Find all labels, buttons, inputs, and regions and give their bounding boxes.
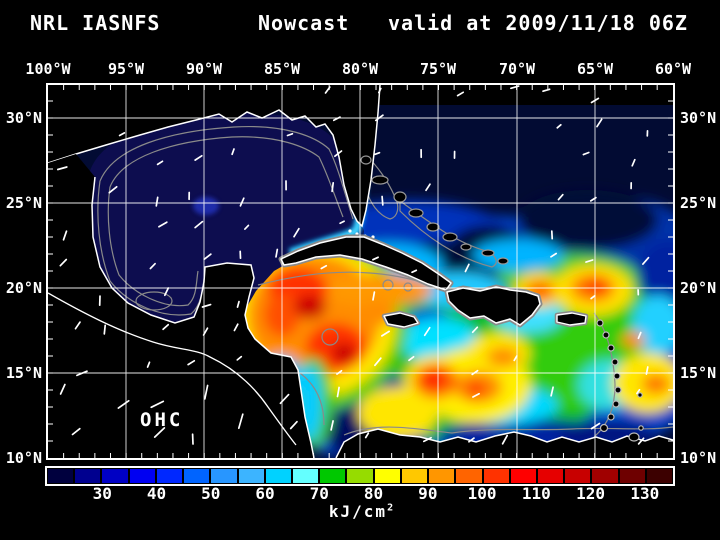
colorbar-tick-90: 90	[418, 484, 438, 503]
colorbar-cell-17	[510, 469, 536, 483]
title-product: Nowcast	[258, 11, 350, 35]
lon-label-75: 75°W	[419, 60, 457, 78]
lon-label-60: 60°W	[654, 60, 692, 78]
colorbar-cell-9	[292, 469, 319, 483]
colorbar-cell-19	[565, 469, 591, 483]
colorbar-tick-110: 110	[521, 484, 551, 503]
lon-label-95: 95°W	[107, 60, 145, 78]
cuba-island	[278, 234, 454, 293]
puerto-rico-island	[554, 310, 589, 328]
colorbar-unit-label: kJ/cm2	[328, 502, 396, 521]
colorbar-tick-80: 80	[363, 484, 384, 503]
colorbar-cell-4	[156, 469, 183, 483]
colorbar-cell-12	[374, 469, 400, 483]
ohc-color-field	[208, 190, 673, 458]
colorbar-tick-50: 50	[201, 484, 221, 503]
south-america-coastline	[335, 428, 673, 458]
colorbar-tick-40: 40	[146, 484, 167, 503]
shelf-contours	[97, 125, 673, 438]
gulf-of-mexico-water	[90, 112, 364, 331]
title-model: NRL IASNFS	[30, 11, 161, 35]
lon-label-65: 65°W	[576, 60, 614, 78]
ohc-field-label: OHC	[140, 409, 183, 431]
jamaica-island	[381, 310, 421, 330]
colorbar-cell-16	[483, 469, 509, 483]
lon-label-100: 100°W	[25, 60, 71, 78]
colorbar-cell-20	[592, 469, 618, 483]
lat-right-10: 10°N	[680, 449, 717, 467]
colorbar-tick-60: 60	[255, 484, 275, 503]
colorbar-tick-70: 70	[309, 484, 329, 503]
united-states-land	[48, 85, 380, 226]
title-valid: valid at 2009/11/18 06Z	[388, 11, 688, 35]
grid-lines	[48, 85, 673, 458]
mexico-caribbean-coastline	[91, 176, 315, 458]
colorbar-cell-15	[456, 469, 482, 483]
colorbar-cell-21	[619, 469, 645, 483]
lat-left-15: 15°N	[5, 364, 42, 382]
lat-right-20: 20°N	[680, 279, 717, 297]
colorbar-cell-6	[211, 469, 237, 483]
pacific-coastline	[48, 292, 297, 446]
south-america-land	[336, 429, 673, 458]
colorbar	[45, 466, 675, 486]
colorbar-tick-100: 100	[467, 484, 497, 503]
lat-left-25: 25°N	[5, 194, 42, 212]
colorbar-tick-130: 130	[630, 484, 660, 503]
colorbar-cell-22	[646, 469, 673, 483]
us-coastline	[48, 85, 381, 228]
lat-right-30: 30°N	[680, 109, 717, 127]
colorbar-cell-10	[320, 469, 346, 483]
lat-left-30: 30°N	[5, 109, 42, 127]
gulf-warm-spot	[193, 197, 219, 215]
lon-label-90: 90°W	[185, 60, 223, 78]
lat-left-20: 20°N	[5, 279, 42, 297]
map-frame: OHC	[46, 83, 675, 460]
lesser-antilles-islands	[596, 319, 644, 442]
lat-right-15: 15°N	[680, 364, 717, 382]
colorbar-cell-18	[537, 469, 564, 483]
current-vectors	[56, 85, 650, 445]
colorbar-cell-3	[129, 469, 155, 483]
colorbar-cell-0	[48, 469, 74, 483]
colorbar-cell-5	[184, 469, 210, 483]
lon-label-80: 80°W	[341, 60, 379, 78]
colorbar-cell-14	[429, 469, 455, 483]
lat-right-25: 25°N	[680, 194, 717, 212]
bahamas-islands	[360, 155, 509, 265]
colorbar-cell-7	[238, 469, 264, 483]
colorbar-cell-8	[265, 469, 291, 483]
colorbar-cell-13	[401, 469, 428, 483]
degree-ticks	[48, 85, 673, 458]
colorbar-cell-2	[102, 469, 128, 483]
lon-label-85: 85°W	[263, 60, 301, 78]
land-masses	[48, 85, 673, 458]
colorbar-cell-1	[75, 469, 101, 483]
lon-label-70: 70°W	[498, 60, 536, 78]
colorbar-cell-11	[347, 469, 373, 483]
north-boundary-strip	[336, 85, 673, 105]
lat-left-10: 10°N	[5, 449, 42, 467]
colorbar-tick-30: 30	[92, 484, 112, 503]
ohc-map: OHC	[48, 85, 673, 458]
colorbar-tick-120: 120	[576, 484, 606, 503]
